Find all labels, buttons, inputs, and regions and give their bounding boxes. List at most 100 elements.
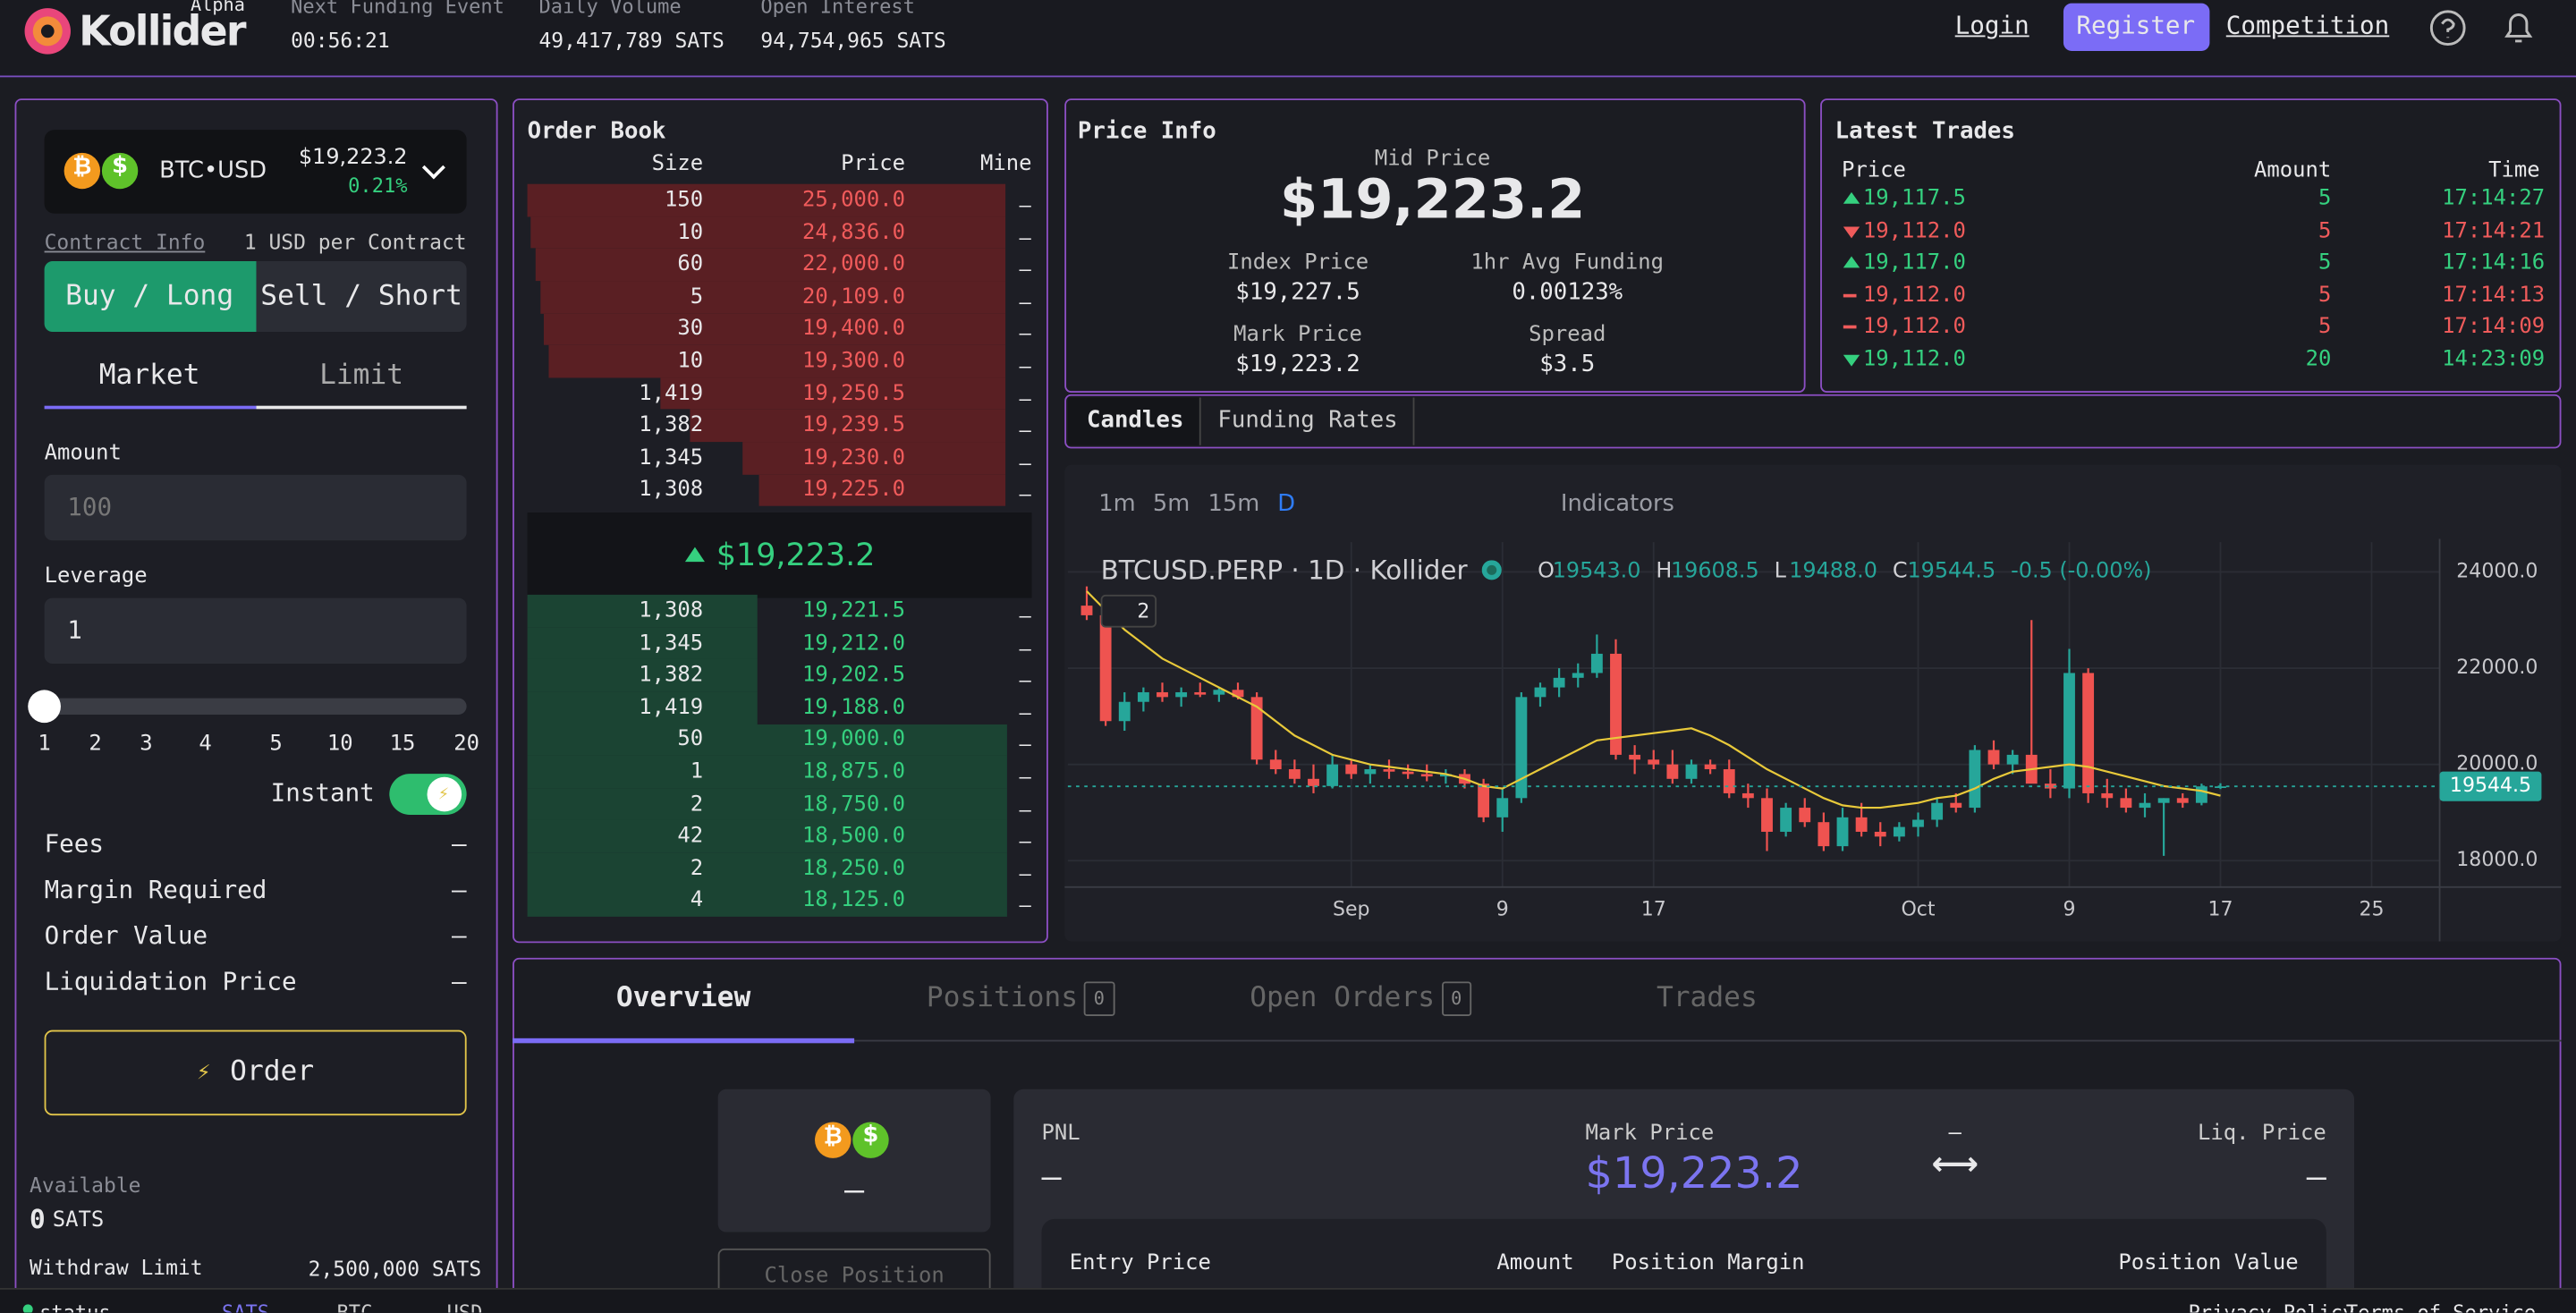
candle-body xyxy=(1308,778,1319,786)
book-mine: – xyxy=(1019,322,1031,346)
column-header: Price xyxy=(841,151,906,177)
unit-option[interactable]: BTC xyxy=(336,1300,373,1313)
interval[interactable]: 1m xyxy=(1098,491,1136,518)
stat-label: Daily Volume xyxy=(538,0,682,19)
book-mine: – xyxy=(1019,829,1031,853)
unit-option[interactable]: SATS xyxy=(221,1300,270,1313)
stat-value: 00:56:21 xyxy=(291,27,390,53)
chart-tabs-panel xyxy=(1064,394,2562,449)
candle-body xyxy=(1326,764,1339,786)
side-label[interactable]: Sell / Short xyxy=(260,280,462,313)
amount-input[interactable] xyxy=(44,474,467,541)
book-price: 19,202.5 xyxy=(802,663,906,689)
book-size: 1,345 xyxy=(639,631,704,656)
slider-knob[interactable] xyxy=(28,690,61,724)
chart-tab[interactable]: Funding Rates xyxy=(1217,407,1398,434)
book-mine: – xyxy=(1019,354,1031,378)
available-value: 0 xyxy=(30,1203,46,1235)
interval[interactable]: 5m xyxy=(1152,491,1191,518)
leverage-mark[interactable]: 10 xyxy=(326,732,353,757)
depth-bar xyxy=(527,691,758,724)
position-tab[interactable]: Trades xyxy=(1656,981,1758,1015)
position-tab[interactable]: Open Orders xyxy=(1250,981,1436,1015)
depth-bar xyxy=(527,627,758,660)
unit-option[interactable]: USD xyxy=(446,1300,483,1313)
x-tick-label: Oct xyxy=(1901,899,1935,921)
depth-bar xyxy=(527,820,1007,853)
book-mine: – xyxy=(1019,797,1031,821)
depth-bar xyxy=(660,377,1006,411)
leverage-mark[interactable]: 2 xyxy=(89,732,102,757)
book-price: 19,225.0 xyxy=(802,478,906,503)
position-value: – xyxy=(844,1169,865,1209)
order-button[interactable] xyxy=(44,1029,467,1116)
book-size: 30 xyxy=(677,317,704,342)
nav-button[interactable]: Register xyxy=(2076,10,2196,41)
sell-button[interactable] xyxy=(256,261,467,333)
nav-link[interactable]: Competition xyxy=(2225,10,2390,41)
candle-body xyxy=(1420,774,1433,777)
chart-panel xyxy=(1064,464,2562,942)
footer-link[interactable]: Terms of Service xyxy=(2345,1300,2537,1313)
candle-body xyxy=(1704,764,1716,770)
leverage-mark[interactable]: 15 xyxy=(389,732,416,757)
mark-value: $19,223.2 xyxy=(1585,1149,1803,1199)
book-mine: – xyxy=(1019,733,1031,757)
book-mine: – xyxy=(1019,258,1031,282)
tab-underline-active xyxy=(513,1038,855,1044)
summary-value: – xyxy=(452,828,467,859)
coin-icon: ₿ xyxy=(815,1122,852,1158)
mark-label: Mark Price xyxy=(1585,1121,1715,1147)
book-price: 19,221.5 xyxy=(802,598,906,624)
field-placeholder: 100 xyxy=(67,492,113,522)
book-price: 19,400.0 xyxy=(802,317,906,342)
close-position-label[interactable]: Close Position xyxy=(764,1264,945,1289)
leverage-mark[interactable]: 20 xyxy=(453,732,480,757)
legend-value: 19543.0 xyxy=(1552,559,1641,584)
order-button-label[interactable]: Order xyxy=(230,1055,315,1089)
book-size: 5 xyxy=(690,284,704,309)
position-tab[interactable]: Positions xyxy=(926,981,1079,1015)
leverage-mark[interactable]: 4 xyxy=(199,732,212,757)
x-tick-label: 17 xyxy=(1641,899,1666,921)
book-price: 19,212.0 xyxy=(802,631,906,656)
leverage-mark[interactable]: 5 xyxy=(269,732,283,757)
candle-body xyxy=(1648,759,1660,765)
leverage-input[interactable] xyxy=(44,597,467,665)
candle-body xyxy=(1969,750,1981,809)
candle-body xyxy=(2006,754,2019,765)
contract-info-link[interactable]: Contract Info xyxy=(44,229,206,255)
y-tick-label: 18000.0 xyxy=(2456,849,2538,871)
book-size: 60 xyxy=(677,252,704,277)
leverage-mark[interactable]: 1 xyxy=(38,732,51,757)
tab-divider xyxy=(1199,397,1415,445)
info-value: $3.5 xyxy=(1539,352,1596,378)
trade-price: 19,112.0 xyxy=(1862,283,1966,309)
leverage-slider[interactable] xyxy=(44,698,467,715)
candle-body xyxy=(1515,697,1528,799)
y-tick-label: 22000.0 xyxy=(2456,656,2538,679)
legend-value: 19488.0 xyxy=(1789,559,1877,584)
leverage-mark[interactable]: 3 xyxy=(140,732,153,757)
book-price: 18,750.0 xyxy=(802,792,906,817)
badge: Alpha xyxy=(191,0,245,16)
chart-tab[interactable]: Candles xyxy=(1086,407,1184,434)
interval[interactable]: D xyxy=(1277,491,1296,518)
candle-body xyxy=(1194,691,1207,695)
position-card xyxy=(717,1089,991,1233)
trade-marker xyxy=(1843,225,1860,238)
legend-key: H xyxy=(1656,559,1673,584)
candle-body xyxy=(1534,687,1546,698)
order-type[interactable]: Market xyxy=(98,359,200,393)
indicators[interactable]: Indicators xyxy=(1560,491,1674,518)
order-type[interactable]: Limit xyxy=(319,359,404,393)
nav-link[interactable]: Login xyxy=(1954,10,2029,41)
status: status xyxy=(39,1300,111,1313)
buy-button[interactable] xyxy=(44,261,257,333)
interval[interactable]: 15m xyxy=(1208,491,1260,518)
side-label[interactable]: Buy / Long xyxy=(65,280,234,313)
position-tab[interactable]: Overview xyxy=(615,981,751,1015)
footer-link[interactable]: Privacy Policy xyxy=(2188,1300,2355,1313)
candle-body xyxy=(1553,677,1565,688)
x-tick-label: 9 xyxy=(1496,899,1509,921)
